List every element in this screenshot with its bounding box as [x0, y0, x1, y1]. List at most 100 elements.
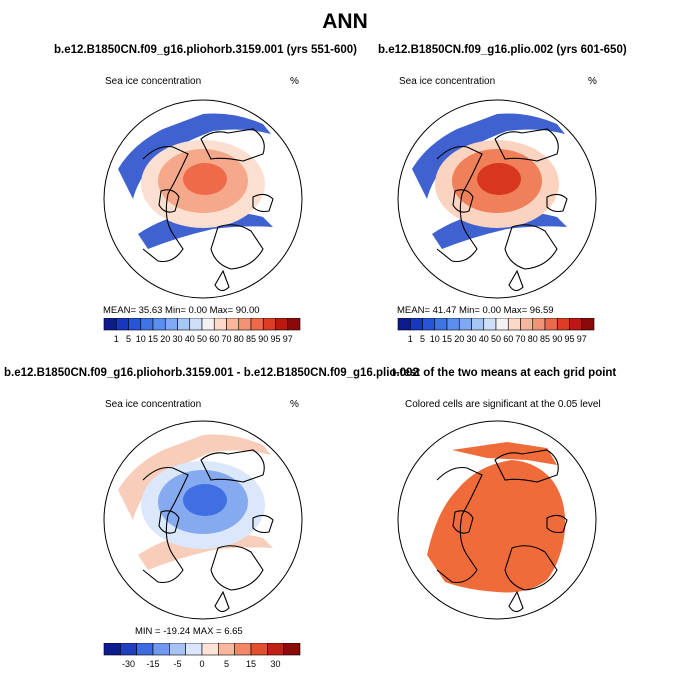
panel-2-stats: MEAN= 41.47 Min= 0.00 Max= 96.59: [397, 305, 554, 316]
panel-3-variable-label: Sea ice concentration: [105, 399, 202, 410]
main-title: ANN: [322, 10, 368, 33]
colorbar-tick-label: 1: [114, 334, 119, 344]
coastline: [200, 449, 265, 483]
colorbar-tick-label: 60: [209, 334, 219, 344]
coastline: [210, 545, 264, 591]
colorbar-swatch: [471, 318, 485, 331]
colorbar-swatch: [128, 318, 142, 331]
coastline: [210, 224, 264, 270]
colorbar-tick-label: -30: [122, 659, 135, 669]
sea-ice-field: [477, 163, 521, 195]
sea-ice-field: [118, 113, 271, 199]
colorbar-swatch: [213, 318, 227, 331]
colorbar-swatch: [581, 318, 595, 331]
map-boundary: [103, 420, 303, 620]
colorbar-tick-label: 0: [199, 659, 204, 669]
panel-2-variable-label: Sea ice concentration: [399, 76, 496, 87]
coastline: [508, 590, 524, 613]
colorbar-tick-label: 80: [234, 334, 244, 344]
colorbar-swatch: [544, 318, 558, 331]
map-boundary: [397, 99, 597, 299]
coastline: [508, 269, 524, 292]
colorbar-tick-label: 30: [172, 334, 182, 344]
colorbar-tick-label: 80: [528, 334, 538, 344]
colorbar-swatch: [238, 318, 252, 331]
colorbar-tick-label: 5: [420, 334, 425, 344]
colorbar-swatch: [287, 318, 301, 331]
colorbar-tick-label: 70: [221, 334, 231, 344]
panel-3-colorbar: -30 -15 -5 0 5 15 30: [103, 643, 301, 669]
colorbar-tick-label: 15: [442, 334, 452, 344]
colorbar-swatch: [283, 643, 301, 656]
colorbar-tick-label: -5: [173, 659, 181, 669]
colorbar-tick-label: 70: [515, 334, 525, 344]
colorbar-swatch: [115, 318, 129, 331]
panel-4-title: t-test of the two means at each grid poi…: [392, 367, 617, 379]
colorbar-swatch: [495, 318, 509, 331]
colorbar-tick-label: 5: [224, 659, 229, 669]
colorbar-tick-label: 30: [270, 659, 280, 669]
panel-3-units-label: %: [290, 399, 299, 410]
panel-1-units-label: %: [290, 76, 299, 87]
colorbar-swatch: [201, 318, 215, 331]
coastline: [436, 145, 483, 263]
colorbar-swatch: [483, 318, 497, 331]
colorbar-swatch: [234, 643, 252, 656]
coastline: [452, 510, 474, 534]
panel-4-polar-map: [397, 420, 597, 620]
colorbar-swatch: [103, 318, 117, 331]
panel-2-polar-map: [397, 99, 597, 299]
panel-1-polar-map: [103, 99, 303, 299]
colorbar-swatch: [152, 318, 166, 331]
colorbar-tick-label: 40: [185, 334, 195, 344]
sea-ice-field: [183, 163, 227, 195]
coastline: [546, 193, 568, 213]
colorbar-swatch: [103, 643, 121, 656]
colorbar-tick-label: 40: [479, 334, 489, 344]
panel-1-colorbar: 1 5 10 15 20 30 40 50 60 70 80 85 90 95 97: [103, 318, 301, 344]
colorbar-swatch: [262, 318, 276, 331]
panel-4-variable-label: Colored cells are significant at the 0.0…: [405, 399, 601, 410]
colorbar-swatch: [189, 318, 203, 331]
map-boundary: [103, 99, 303, 299]
colorbar-swatch: [185, 643, 203, 656]
coastline: [252, 514, 274, 534]
colorbar-tick-label: 5: [126, 334, 131, 344]
colorbar-tick-label: 95: [564, 334, 574, 344]
colorbar-tick-label: 85: [540, 334, 550, 344]
colorbar-tick-label: 20: [160, 334, 170, 344]
panel-1-title: b.e12.B1850CN.f09_g16.pliohorb.3159.001 …: [54, 44, 357, 56]
colorbar-swatch: [422, 318, 436, 331]
coastline: [158, 510, 180, 534]
colorbar-swatch: [120, 643, 137, 656]
colorbar-tick-label: 97: [283, 334, 293, 344]
colorbar-swatch: [226, 318, 240, 331]
colorbar-swatch: [275, 318, 289, 331]
colorbar-swatch: [152, 643, 170, 656]
colorbar-tick-label: 85: [246, 334, 256, 344]
colorbar-swatch: [446, 318, 460, 331]
colorbar-swatch: [520, 318, 534, 331]
coastline: [452, 189, 474, 213]
panel-2-title: b.e12.B1850CN.f09_g16.plio.002 (yrs 601-…: [378, 44, 627, 56]
panel-3-polar-map: [103, 420, 303, 620]
colorbar-swatch: [169, 643, 186, 656]
colorbar-swatch: [177, 318, 191, 331]
colorbar-tick-label: 1: [408, 334, 413, 344]
colorbar-swatch: [434, 318, 448, 331]
colorbar-swatch: [532, 318, 546, 331]
coastline: [252, 193, 274, 213]
map-boundary: [397, 420, 597, 620]
coastline: [158, 189, 180, 213]
panel-3-stats: MIN = -19.24 MAX = 6.65: [135, 626, 243, 637]
sea-ice-field: [183, 484, 227, 516]
colorbar-tick-label: 97: [577, 334, 587, 344]
colorbar-tick-label: 50: [197, 334, 207, 344]
colorbar-tick-label: 15: [148, 334, 158, 344]
colorbar-swatch: [136, 643, 154, 656]
significant-cells: [452, 442, 557, 465]
coastline: [494, 449, 559, 483]
panel-2-colorbar: 1 5 10 15 20 30 40 50 60 70 80 85 90 95 97: [397, 318, 595, 344]
colorbar-swatch: [458, 318, 472, 331]
colorbar-tick-label: 30: [466, 334, 476, 344]
